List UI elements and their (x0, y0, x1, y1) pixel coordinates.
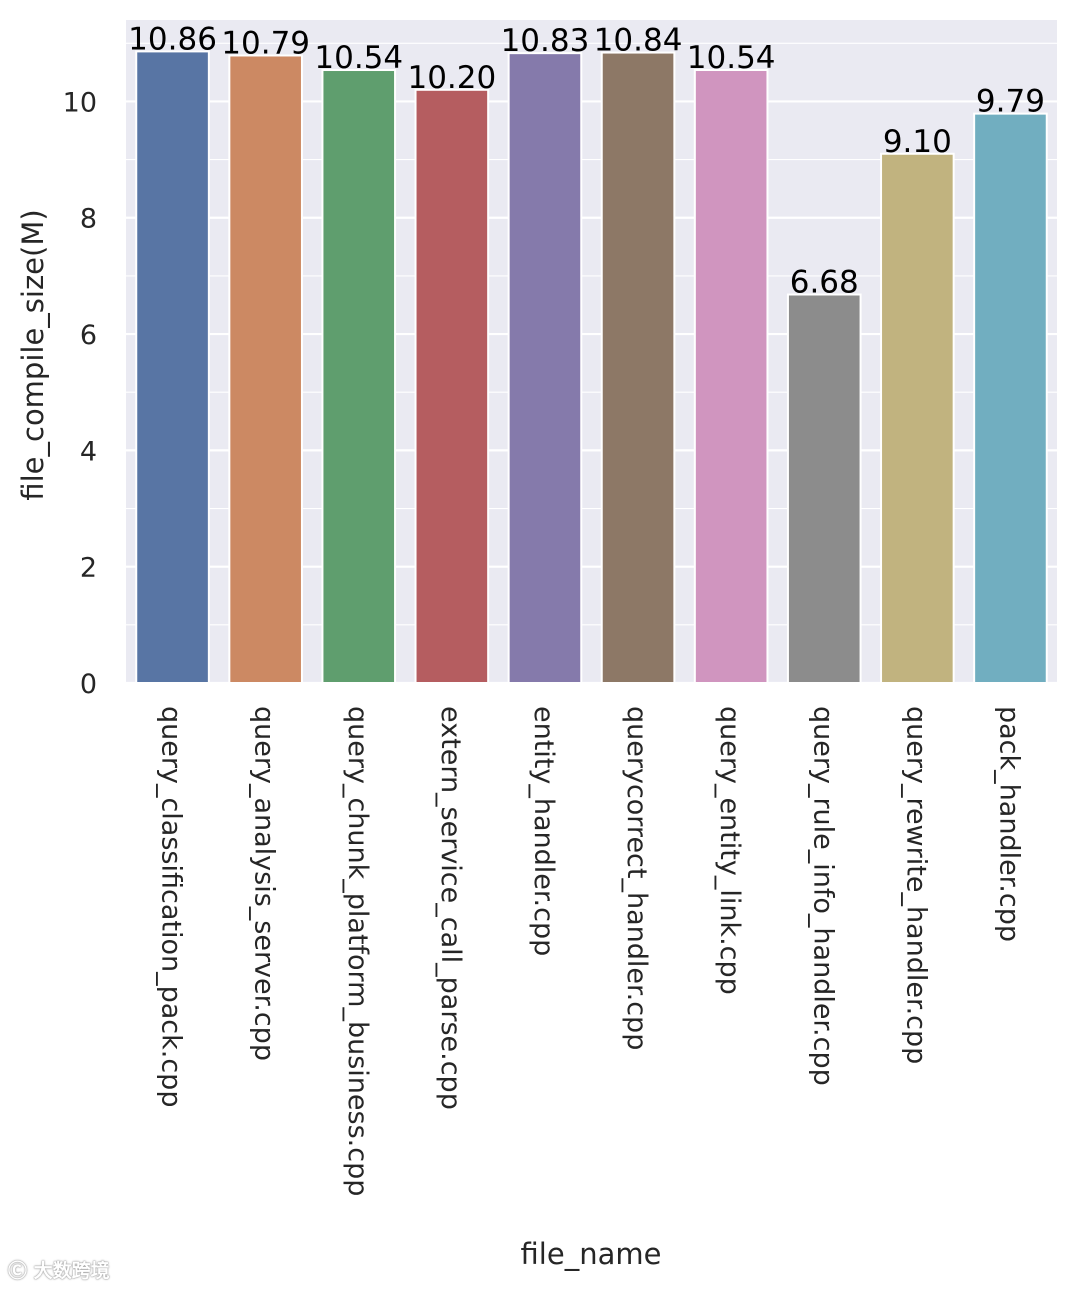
y-tick-label: 6 (80, 320, 97, 351)
data-label: 9.79 (976, 84, 1045, 120)
x-axis-title: file_name (521, 1237, 662, 1271)
data-label: 6.68 (790, 265, 859, 301)
x-tick-label: entity_handler.cpp (528, 706, 559, 956)
x-tick-label: extern_service_call_parse.cpp (435, 706, 466, 1110)
bar (507, 52, 583, 684)
bar (973, 112, 1048, 684)
bar (414, 88, 490, 684)
watermark-logo-icon: Ⓒ (8, 1260, 28, 1282)
x-tick-label: query_rewrite_handler.cpp (900, 706, 931, 1064)
y-tick-label: 4 (80, 436, 97, 467)
bar (693, 69, 769, 684)
watermark-text: 大数跨境 (33, 1260, 110, 1282)
bar (321, 69, 397, 684)
bar (228, 54, 303, 684)
data-label: 10.83 (501, 23, 590, 59)
x-tick-label: query_chunk_platform_business.cpp (342, 706, 373, 1196)
data-label: 10.54 (314, 40, 403, 76)
x-tick-label: query_rule_info_handler.cpp (807, 706, 838, 1086)
data-label: 10.54 (687, 40, 776, 76)
y-axis-title: file_compile_size(M) (16, 209, 50, 500)
x-tick-label: query_analysis_server.cpp (249, 706, 280, 1061)
bar (880, 152, 955, 684)
data-label: 10.84 (594, 23, 683, 59)
bar (135, 50, 210, 684)
y-tick-label: 8 (80, 204, 97, 235)
x-tick-label: querycorrect_handler.cpp (621, 706, 652, 1050)
bar (600, 51, 676, 684)
watermark: Ⓒ 大数跨境 (8, 1256, 110, 1283)
data-label: 10.79 (221, 25, 310, 61)
data-label: 10.20 (407, 60, 496, 96)
x-tick-label: query_entity_link.cpp (714, 706, 745, 995)
x-tick-label: pack_handler.cpp (993, 706, 1024, 942)
x-tick-labels: query_classification_pack.cpp query_analy… (156, 706, 1025, 1196)
bars (135, 50, 1048, 684)
bar (786, 293, 862, 684)
y-tick-label: 2 (80, 553, 97, 584)
y-tick-labels: 0 2 4 6 8 10 (63, 87, 97, 700)
y-tick-label: 10 (63, 87, 97, 118)
data-label: 9.10 (883, 124, 952, 160)
x-tick-label: query_classification_pack.cpp (156, 706, 187, 1107)
y-tick-label: 0 (80, 669, 97, 700)
data-label: 10.86 (128, 21, 217, 57)
